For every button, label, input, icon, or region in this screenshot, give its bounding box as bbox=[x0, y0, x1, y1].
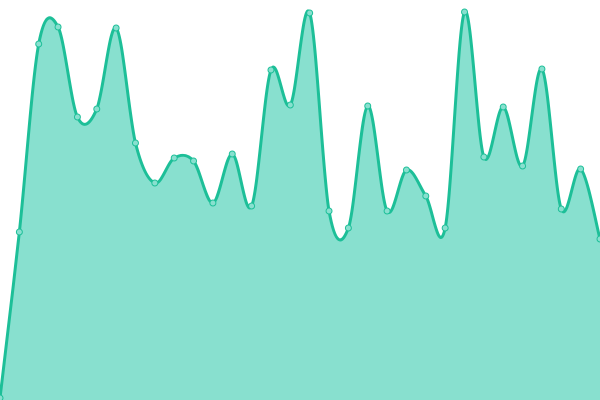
data-point-8 bbox=[151, 179, 159, 187]
data-point-30 bbox=[577, 165, 585, 173]
data-point-5 bbox=[93, 105, 101, 113]
data-point-1 bbox=[15, 228, 23, 236]
data-point-23 bbox=[441, 224, 449, 232]
data-point-3 bbox=[54, 23, 62, 31]
data-point-18 bbox=[344, 224, 352, 232]
data-point-0 bbox=[0, 394, 4, 400]
data-markers bbox=[0, 8, 600, 400]
data-point-28 bbox=[538, 65, 546, 73]
data-point-14 bbox=[267, 66, 275, 74]
data-point-2 bbox=[35, 40, 43, 48]
data-point-24 bbox=[461, 8, 469, 16]
data-point-29 bbox=[557, 205, 565, 213]
data-point-10 bbox=[190, 157, 198, 165]
data-point-27 bbox=[519, 162, 527, 170]
data-point-15 bbox=[286, 101, 294, 109]
data-point-31 bbox=[596, 235, 600, 243]
data-point-22 bbox=[422, 192, 430, 200]
area-fill bbox=[0, 10, 600, 400]
data-point-13 bbox=[248, 202, 256, 210]
data-point-4 bbox=[73, 113, 81, 121]
data-point-7 bbox=[131, 139, 139, 147]
data-point-12 bbox=[228, 150, 236, 158]
data-point-19 bbox=[364, 102, 372, 110]
data-point-9 bbox=[170, 154, 178, 162]
data-point-11 bbox=[209, 199, 217, 207]
data-point-20 bbox=[383, 207, 391, 215]
data-point-25 bbox=[480, 153, 488, 161]
data-point-6 bbox=[112, 24, 120, 32]
data-point-21 bbox=[402, 166, 410, 174]
data-point-26 bbox=[499, 103, 507, 111]
data-point-17 bbox=[325, 207, 333, 215]
data-point-16 bbox=[306, 9, 314, 17]
